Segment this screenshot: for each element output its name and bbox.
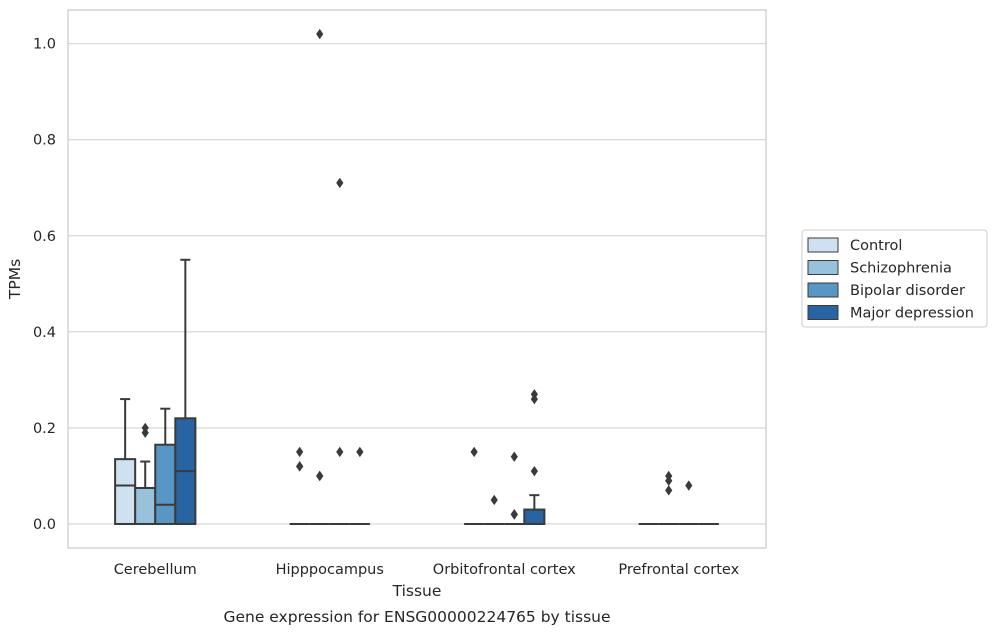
outlier-point: [141, 427, 149, 438]
outlier-point: [296, 461, 304, 472]
box: [154, 443, 177, 525]
legend-label: Control: [850, 238, 902, 254]
outlier-point: [665, 485, 673, 496]
y-tick-label: 0.6: [33, 229, 56, 245]
outlier-point: [356, 446, 364, 458]
box-group: [289, 446, 310, 525]
legend-items: Control Schizophrenia Bipolar disorder Majo…: [807, 237, 974, 322]
box-group: [114, 398, 137, 525]
box-group: [134, 422, 157, 525]
box-group: [349, 446, 370, 525]
outlier-point: [530, 465, 538, 477]
outlier-point: [316, 470, 324, 482]
x-tick-label: Cerebellum: [114, 562, 197, 578]
box: [114, 458, 137, 525]
box-group: [678, 480, 699, 525]
y-tick-label: 0.0: [33, 517, 56, 533]
outlier-point: [296, 446, 304, 458]
legend-swatch: [807, 260, 839, 275]
plot-area-frame: [67, 9, 767, 549]
legend-frame: [801, 229, 988, 328]
legend-label: Bipolar disorder: [850, 283, 965, 299]
y-tick-label: 1.0: [33, 37, 56, 53]
box-group: [154, 407, 177, 525]
outlier-point: [510, 451, 518, 462]
y-tick-label: 0.8: [33, 133, 56, 149]
outlier-point: [685, 480, 693, 491]
x-tick-label: Prefrontal cortex: [618, 562, 739, 578]
y-axis-title: TPMs: [6, 259, 24, 300]
boxes: [114, 28, 719, 525]
outlier-point: [530, 393, 538, 405]
box-group: [174, 258, 197, 525]
box-group: [309, 28, 330, 525]
x-axis-ticks: Cerebellum Hipppocampus Orbitofrontal cort…: [114, 562, 740, 578]
legend-swatch: [807, 305, 839, 320]
y-tick-label: 0.4: [33, 325, 56, 341]
x-tick-label: Orbitofrontal cortex: [433, 562, 576, 578]
box-group: [658, 470, 679, 525]
box: [523, 508, 546, 525]
x-tick-label: Hipppocampus: [276, 562, 384, 578]
box-group: [523, 389, 546, 525]
box-group: [484, 494, 505, 525]
outlier-point: [336, 177, 344, 189]
legend-swatch: [807, 237, 839, 253]
outlier-point: [470, 446, 478, 458]
box: [134, 486, 157, 525]
outlier-point: [665, 475, 673, 486]
box-group: [329, 177, 350, 525]
legend-label: Schizophrenia: [850, 261, 952, 277]
y-axis-ticks: 0.0 0.2 0.4 0.6 0.8 1.0: [33, 37, 56, 533]
y-tick-label: 0.2: [33, 421, 56, 437]
legend: Control Schizophrenia Bipolar disorder Majo…: [801, 229, 988, 328]
legend-label: Major depression: [850, 306, 974, 322]
box-group: [464, 446, 485, 525]
outlier-point: [510, 509, 518, 520]
outlier-point: [490, 494, 498, 506]
box-group: [504, 451, 525, 525]
legend-swatch: [807, 282, 839, 298]
outlier-point: [336, 446, 344, 458]
figure-caption: Gene expression for ENSG00000224765 by t…: [223, 608, 610, 626]
x-axis-title: Tissue: [392, 582, 442, 600]
outlier-point: [316, 28, 324, 40]
